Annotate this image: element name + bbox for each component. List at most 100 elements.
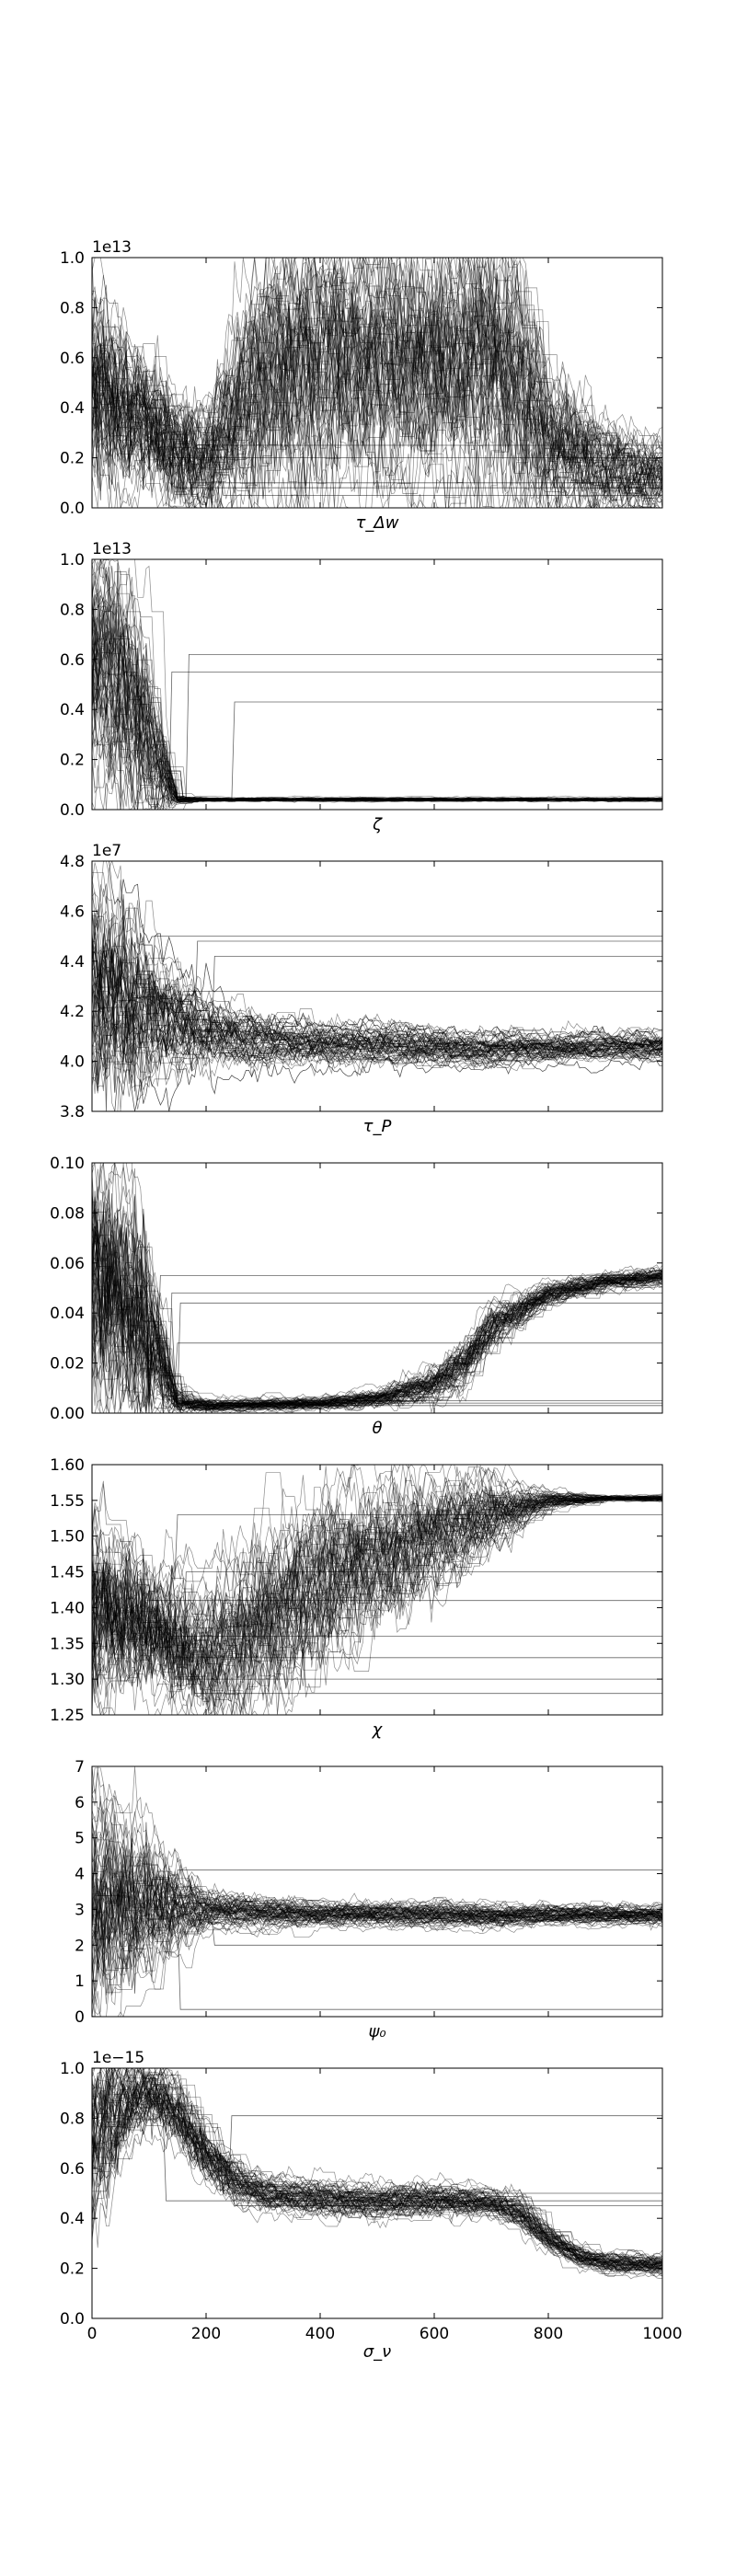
walker-trace xyxy=(92,1498,662,1703)
walker-trace xyxy=(92,1225,662,1408)
y-tick-label: 0.6 xyxy=(60,2160,85,2179)
walker-trace xyxy=(92,2110,662,2277)
walker-trace xyxy=(92,909,662,1051)
walker-trace xyxy=(92,1163,662,1401)
walker-trace xyxy=(92,259,662,495)
walker-trace xyxy=(92,1211,662,1406)
walker-trace xyxy=(92,673,662,802)
walker-trace xyxy=(92,1497,662,1688)
walker-trace xyxy=(92,2068,662,2268)
y-tick-label: 3.8 xyxy=(60,1103,85,1121)
walker-trace xyxy=(92,413,662,508)
walker-trace xyxy=(92,1845,662,1938)
walker-trace xyxy=(92,1485,662,1683)
walker-trace xyxy=(92,1167,662,1405)
walker-trace xyxy=(92,2082,662,2267)
axes-frame xyxy=(91,860,663,1112)
walker-trace xyxy=(92,2068,662,2266)
walker-trace xyxy=(92,1880,662,1947)
x-axis-label: ζ xyxy=(372,815,383,834)
walker-trace xyxy=(92,861,662,1041)
walker-trace xyxy=(92,1495,662,1664)
walker-trace xyxy=(92,1225,662,1407)
walker-trace xyxy=(92,258,662,451)
walker-trace xyxy=(92,567,662,800)
axes-frame xyxy=(91,1464,663,1716)
walker-trace xyxy=(92,1495,662,1657)
walker-trace xyxy=(92,258,662,465)
walker-trace xyxy=(92,310,662,508)
walker-trace xyxy=(92,287,662,498)
y-tick-label: 0.06 xyxy=(50,1255,85,1273)
walker-traces xyxy=(92,559,662,810)
walker-trace xyxy=(92,1465,662,1599)
y-tick-label: 1.35 xyxy=(50,1635,85,1653)
walker-trace xyxy=(92,2072,662,2267)
walker-trace xyxy=(92,1499,662,1715)
walker-trace xyxy=(92,289,662,494)
walker-trace xyxy=(92,1498,662,1715)
walker-trace xyxy=(92,1485,662,1679)
walker-trace xyxy=(92,933,662,1059)
walker-trace xyxy=(92,1883,662,1935)
walker-trace xyxy=(92,733,662,810)
y-tick-label: 0 xyxy=(75,2008,85,2027)
walker-trace xyxy=(92,1851,662,1936)
walker-trace xyxy=(92,2089,662,2272)
walker-trace xyxy=(92,1488,662,1646)
walker-trace xyxy=(92,1498,662,1709)
walker-trace xyxy=(92,1216,662,1409)
walker-trace xyxy=(92,2068,662,2264)
walker-trace xyxy=(92,1809,662,1918)
walker-trace xyxy=(92,1832,662,1918)
x-tick-label: 400 xyxy=(305,2325,335,2343)
walker-trace xyxy=(92,1498,662,1692)
stuck-walker-trace xyxy=(92,567,662,810)
x-tick-label: 600 xyxy=(420,2325,449,2343)
walker-trace xyxy=(92,761,662,810)
walker-trace xyxy=(92,1497,662,1683)
walker-trace xyxy=(92,1467,662,1627)
walker-trace xyxy=(92,950,662,1056)
walker-trace xyxy=(92,258,662,491)
walker-trace xyxy=(92,1880,662,1953)
walker-trace xyxy=(92,1855,662,1931)
walker-trace xyxy=(92,621,662,803)
walker-trace xyxy=(92,1262,662,1409)
walker-trace xyxy=(92,265,662,492)
walker-trace xyxy=(92,1894,662,2016)
walker-trace xyxy=(92,1498,662,1708)
walker-trace xyxy=(92,1864,662,1945)
walker-trace xyxy=(92,1499,662,1715)
y-tick-label: 0.2 xyxy=(60,450,85,468)
y-tick-label: 2 xyxy=(75,1937,85,1955)
walker-trace xyxy=(92,587,662,800)
walker-trace xyxy=(92,1002,662,1074)
y-tick-label: 4.4 xyxy=(60,953,85,972)
walker-trace xyxy=(92,966,662,1061)
walker-trace xyxy=(92,278,662,493)
stuck-walker-trace xyxy=(92,917,662,1111)
walker-trace xyxy=(92,861,662,1043)
walker-trace xyxy=(92,2109,662,2273)
x-tick-label: 0 xyxy=(87,2325,98,2343)
axes-frame xyxy=(91,257,663,509)
walker-trace xyxy=(92,2087,662,2271)
walker-trace xyxy=(92,684,662,801)
walker-trace xyxy=(92,2095,662,2271)
walker-trace xyxy=(92,1206,662,1408)
stuck-walker-trace xyxy=(92,1189,662,1409)
walker-trace xyxy=(92,1900,662,1955)
walker-trace xyxy=(92,1282,662,1413)
y-tick-label: 1.0 xyxy=(60,551,85,569)
walker-trace xyxy=(92,615,662,802)
walker-trace xyxy=(92,1495,662,1683)
walker-trace xyxy=(92,994,662,1064)
walker-trace xyxy=(92,2068,662,2266)
walker-trace xyxy=(92,1878,662,1954)
walker-trace xyxy=(92,1492,662,1661)
walker-trace xyxy=(92,1033,662,1111)
walker-trace xyxy=(92,1497,662,1705)
walker-trace xyxy=(92,309,662,506)
walker-trace xyxy=(92,1275,662,1409)
